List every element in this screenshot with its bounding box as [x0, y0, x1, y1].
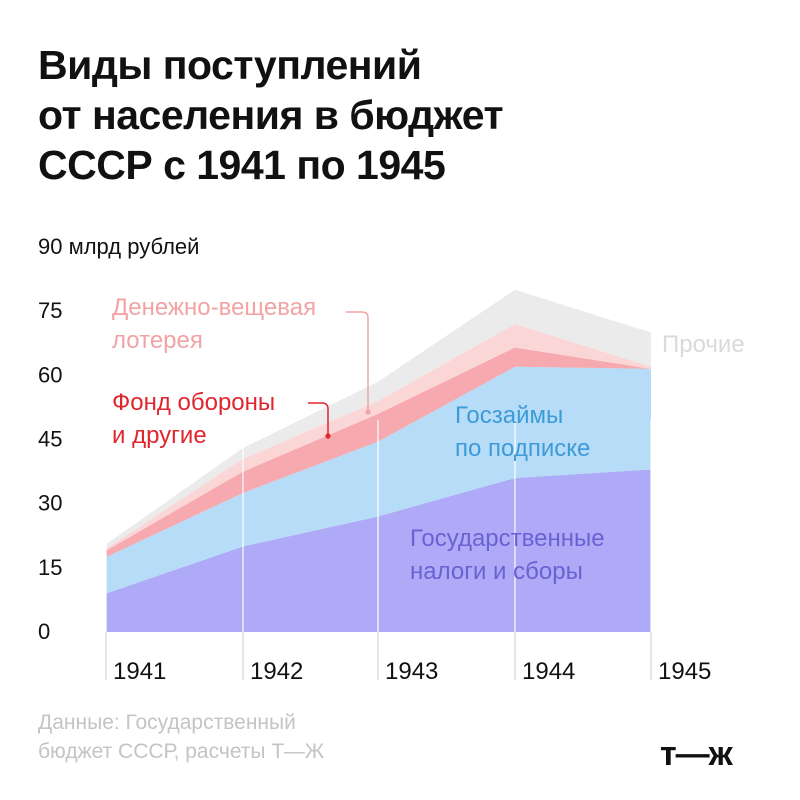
source-line-2: бюджет СССР, расчеты Т—Ж [38, 740, 325, 763]
lottery-leader-dot [365, 409, 371, 415]
y-tick-label: 0 [38, 619, 50, 644]
series-label: и другие [112, 422, 207, 449]
series-label: по подписке [455, 435, 590, 462]
title-line-3: СССР с 1941 по 1945 [38, 142, 446, 188]
series-label: налоги и сборы [410, 558, 583, 585]
y-tick-label: 75 [38, 298, 62, 323]
title-line-2: от населения в бюджет [38, 92, 504, 138]
x-tick-label: 1945 [658, 658, 711, 685]
defense-leader-dot [325, 433, 331, 439]
series-area-5 [106, 289, 651, 549]
tzh-logo: т—ж [660, 735, 733, 773]
x-tick-label: 1943 [385, 658, 438, 685]
data-source: Данные: Государственный бюджет СССР, рас… [38, 708, 458, 766]
y-tick-label: 15 [38, 555, 62, 580]
series-label: Денежно-вещевая [112, 294, 316, 321]
defense-leader-line [308, 402, 329, 436]
series-label: Фонд обороны [112, 389, 275, 416]
series-label: Прочие [662, 331, 745, 358]
x-tick-label: 1942 [250, 658, 303, 685]
source-line-1: Данные: Государственный [38, 711, 296, 734]
series-label: Государственные [410, 525, 605, 552]
series-label: Госзаймы [455, 402, 563, 429]
title-line-1: Виды поступлений [38, 42, 422, 88]
x-tick-label: 1944 [522, 658, 575, 685]
y-tick-label: 90 млрд рублей [38, 234, 199, 259]
y-tick-label: 60 [38, 362, 62, 387]
y-tick-label: 30 [38, 491, 62, 516]
chart-title: Виды поступлений от населения в бюджет С… [38, 40, 738, 190]
y-tick-label: 45 [38, 427, 62, 452]
lottery-leader-line [346, 311, 369, 412]
x-tick-label: 1941 [113, 658, 166, 685]
series-label: лотерея [112, 327, 203, 354]
stacked-area-chart: 90 млрд рублей 75 60 45 30 15 0 1941 1942 1943 194… [38, 234, 745, 685]
